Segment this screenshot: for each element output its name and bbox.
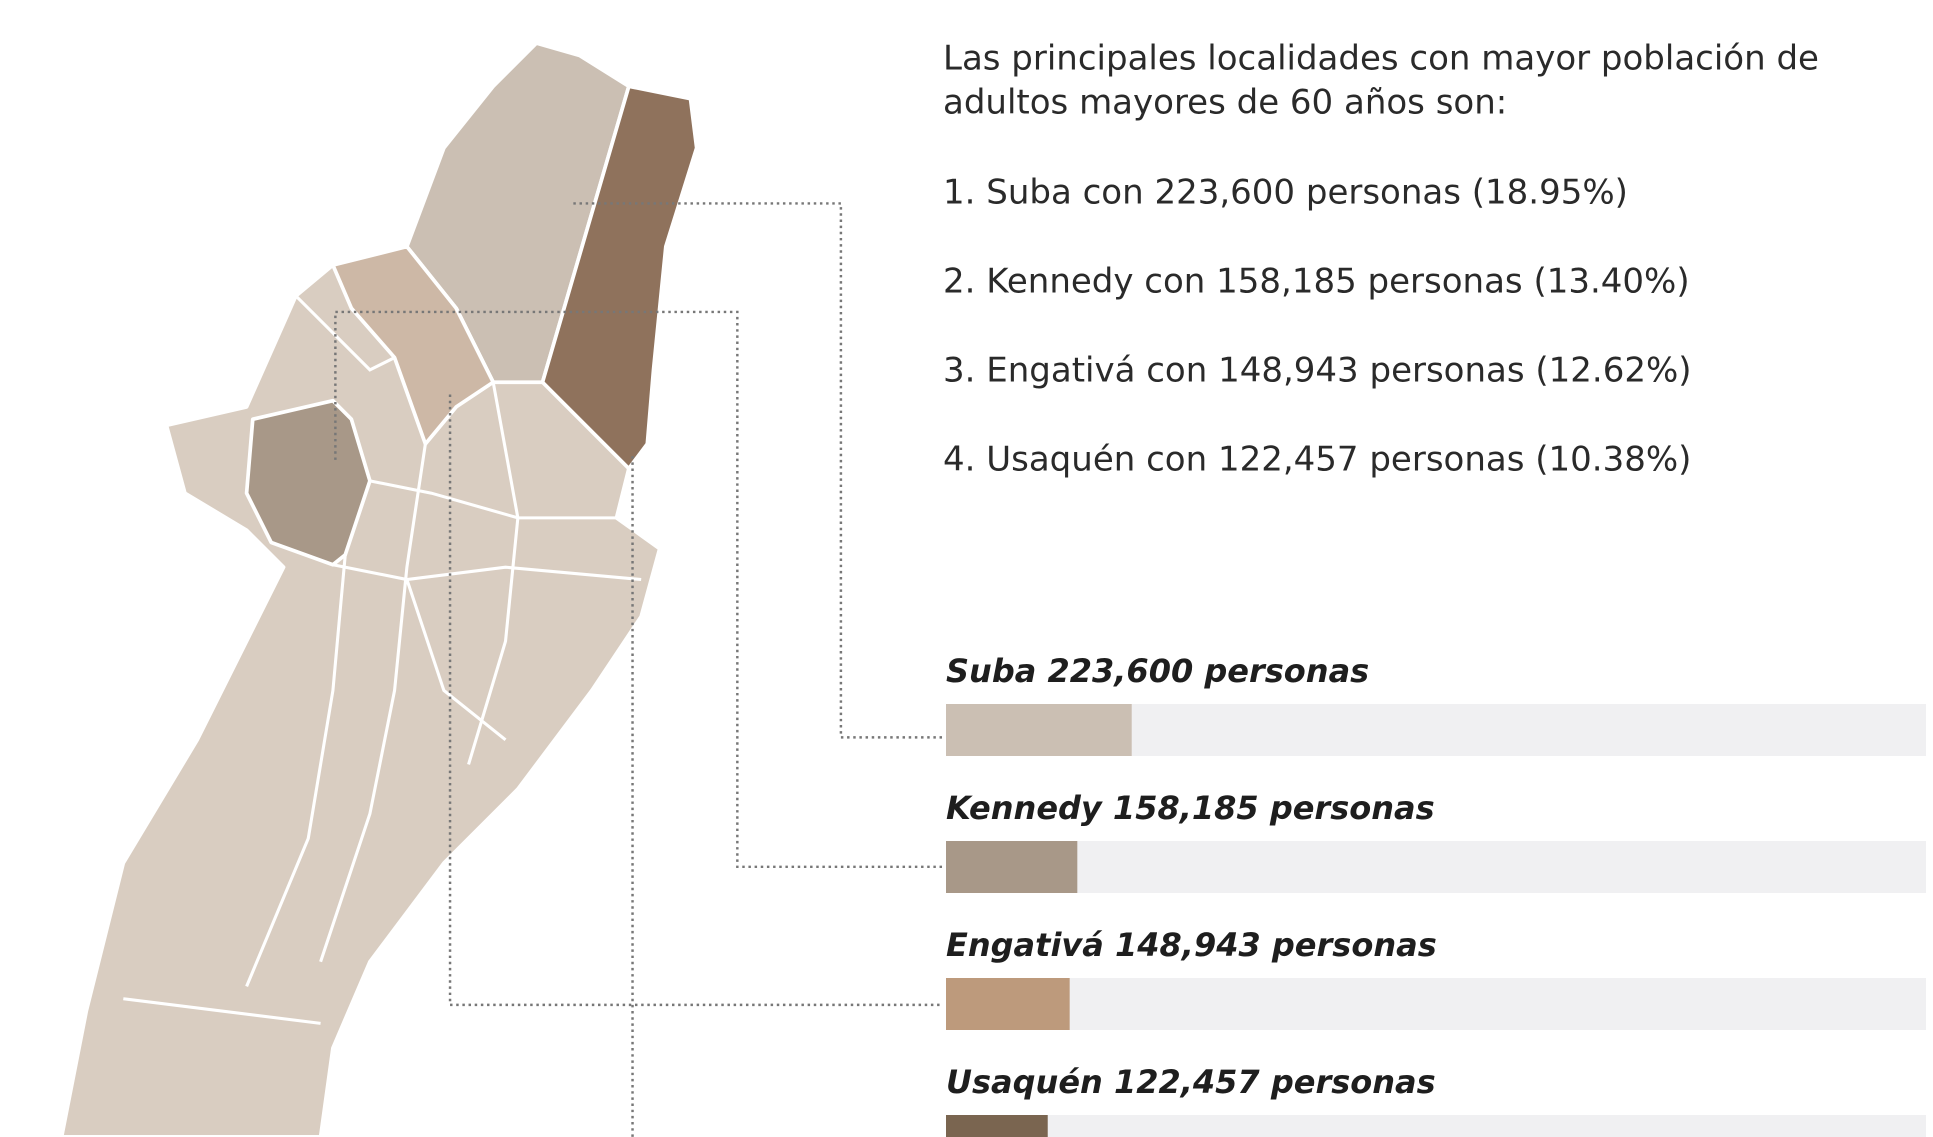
- bar-label: Kennedy 158,185 personas: [946, 789, 1435, 827]
- connector: [573, 202, 944, 739]
- bar: [946, 704, 1132, 756]
- map: [59, 41, 944, 1137]
- map-usaquen: [540, 84, 699, 471]
- bar: [946, 841, 1078, 893]
- bar: [946, 978, 1070, 1030]
- connector: [448, 394, 944, 1007]
- map-boundaries: [123, 294, 642, 1025]
- bar-track: [946, 1115, 1926, 1137]
- bar-label: Suba 223,600 personas: [946, 652, 1369, 690]
- list-item: 4. Usaquén con 122,457 personas (10.38%): [943, 440, 1691, 480]
- bar-track: [946, 841, 1926, 893]
- title: Las principales localidades con mayor po…: [943, 39, 1819, 79]
- bar-track: [946, 978, 1926, 1030]
- list-item: 3. Engativá con 148,943 personas (12.62%…: [943, 351, 1692, 391]
- bar-label: Engativá 148,943 personas: [946, 926, 1437, 964]
- list-item: 2. Kennedy con 158,185 personas (13.40%): [943, 262, 1690, 302]
- title: adultos mayores de 60 años son:: [943, 83, 1507, 123]
- connector: [334, 310, 944, 869]
- bar-label: Usaquén 122,457 personas: [946, 1063, 1436, 1101]
- list-item: 1. Suba con 223,600 personas (18.95%): [943, 173, 1628, 213]
- map-engativa: [331, 244, 496, 446]
- bar: [946, 1115, 1048, 1137]
